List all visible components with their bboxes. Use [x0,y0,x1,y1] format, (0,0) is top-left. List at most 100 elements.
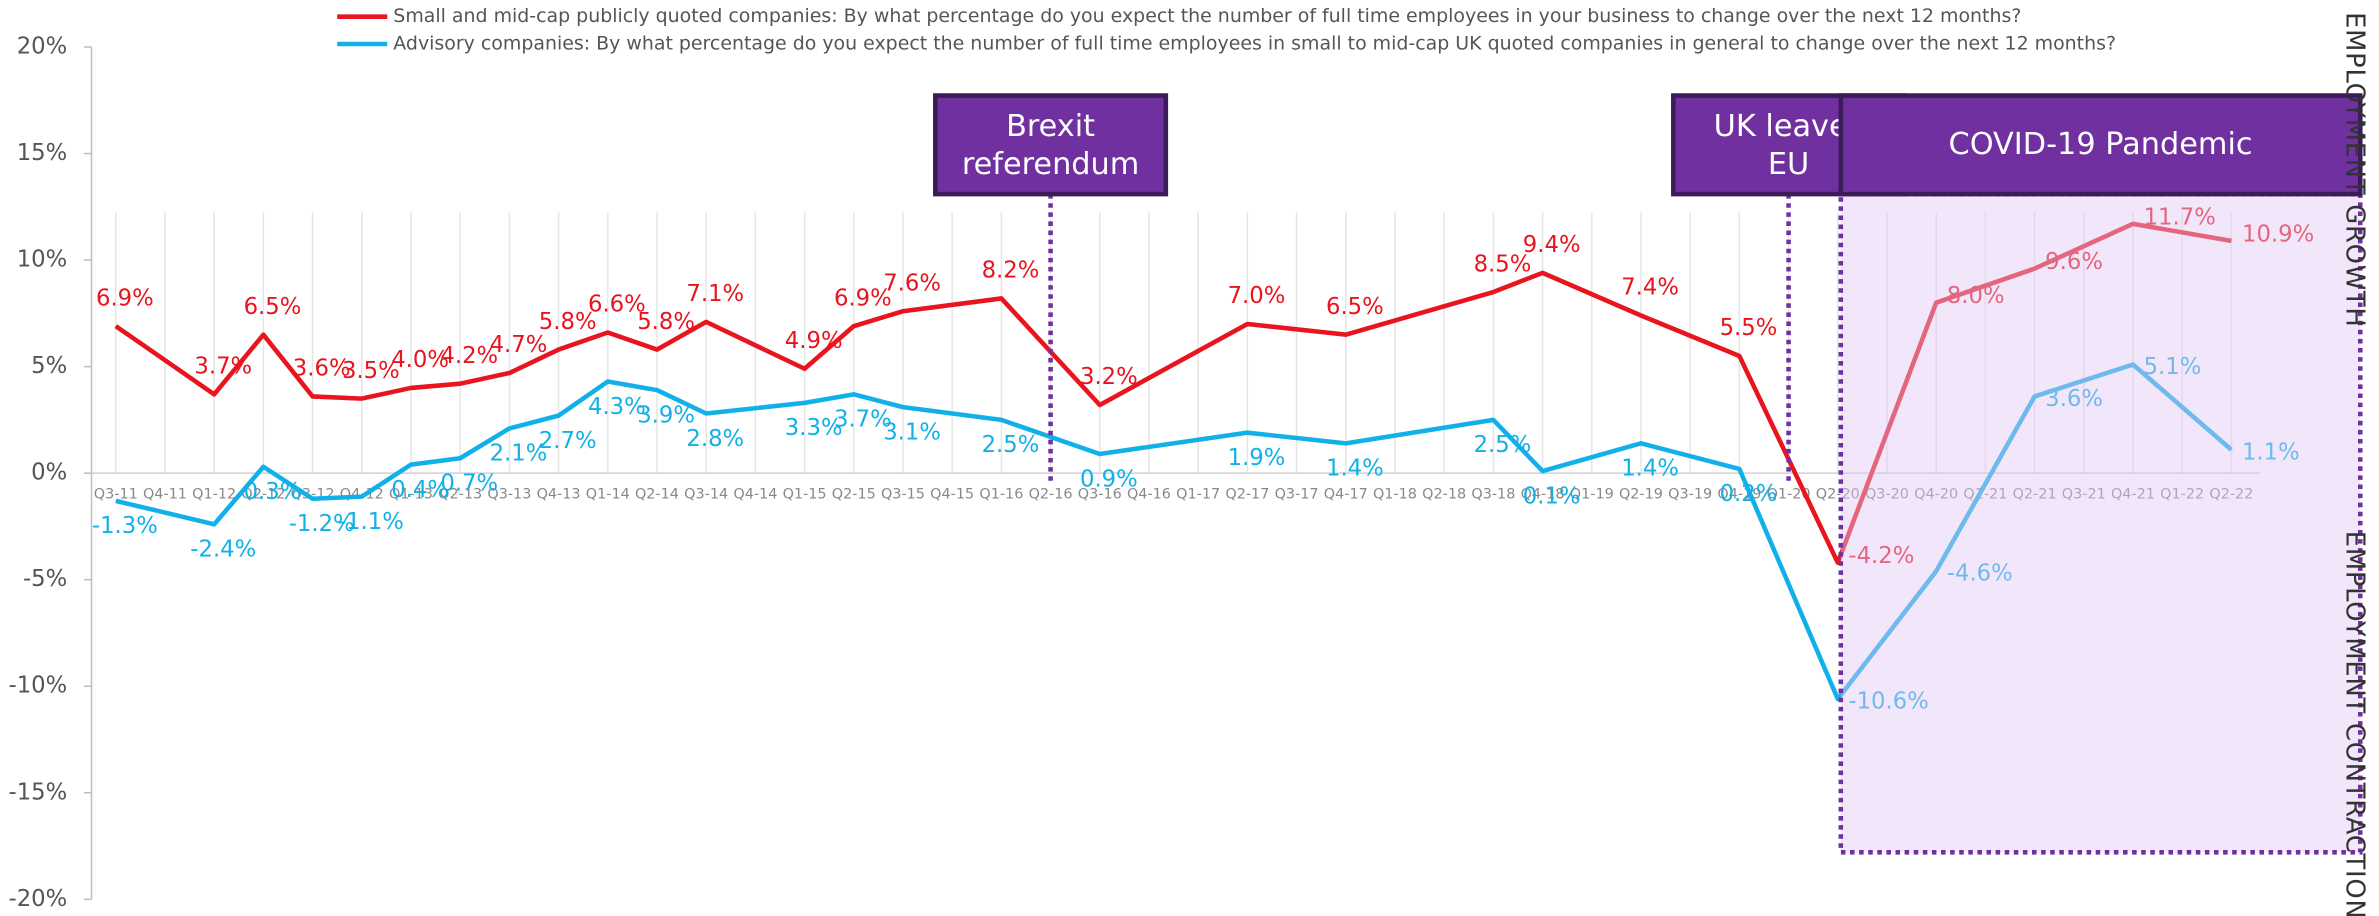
data-label: 3.7% [194,354,252,380]
x-tick-label: Q1-20 [1767,486,1811,502]
data-label: 10.9% [2242,221,2314,247]
data-label: 0.2% [1720,481,1778,507]
x-tick-label: Q3-20 [1865,486,1909,502]
x-tick-label: Q4-20 [1914,486,1958,502]
x-tick-label: Q1-21 [1963,486,2007,502]
x-tick-label: Q1-15 [783,486,827,502]
annotation-box [1838,93,2363,197]
x-tick-label: Q2-13 [438,486,482,502]
annotation-text: EU [1768,147,1809,182]
data-label: -4.6% [1947,561,2013,587]
data-label: -2.4% [190,537,256,563]
annotation-text: UK leaves [1714,109,1864,144]
x-tick-label: Q1-12 [192,486,236,502]
y-tick-label: -15% [9,779,68,805]
data-label: 8.0% [1947,283,2005,309]
y-tick-label: -5% [23,566,67,592]
data-label: -10.6% [1848,689,1928,715]
data-label: 5.8% [539,309,597,335]
x-tick-label: Q2-15 [832,486,876,502]
data-label: 3.2% [1080,364,1138,390]
data-label: 7.0% [1228,283,1286,309]
data-label: 4.2% [440,343,498,369]
data-label: 3.1% [883,419,941,445]
x-tick-label: Q2-17 [1225,486,1269,502]
series-line [115,362,2233,702]
data-label: 3.3% [785,415,843,441]
legend-label: Small and mid-cap publicly quoted compan… [393,5,2021,27]
x-tick-label: Q3-16 [1078,486,1122,502]
x-tick-label: Q3-17 [1275,486,1319,502]
y-tick-label: 0% [31,460,67,486]
data-label: 5.1% [2144,354,2202,380]
data-label: 7.1% [686,281,744,307]
side-label: EMPLOYMENT CONTRACTION [2340,531,2370,916]
data-label: -1.3% [92,513,158,539]
data-label: 2.8% [686,426,744,452]
data-label: 6.5% [1326,294,1384,320]
x-tick-label: Q2-16 [1029,486,1073,502]
x-tick-label: Q1-17 [1176,486,1220,502]
data-label: 6.5% [244,294,302,320]
data-label: 2.1% [490,441,548,467]
y-tick-label: 15% [17,140,68,166]
data-label: 0.4% [391,477,449,503]
x-tick-label: Q3-18 [1471,486,1515,502]
data-label: 4.3% [588,394,646,420]
data-label: 2.5% [1474,432,1532,458]
x-tick-label: Q3-21 [2062,486,2106,502]
legend-label: Advisory companies: By what percentage d… [393,32,2116,54]
x-tick-label: Q2-18 [1422,486,1466,502]
x-tick-label: Q3-14 [684,486,728,502]
x-tick-label: Q3-19 [1668,486,1712,502]
data-label: 4.7% [490,332,548,358]
x-tick-label: Q1-18 [1373,486,1417,502]
y-tick-label: 5% [31,353,67,379]
data-label: 0.3% [244,479,302,505]
data-label: 6.9% [834,285,892,311]
x-tick-label: Q4-13 [537,486,581,502]
data-label: 4.9% [785,328,843,354]
data-label: 3.6% [2045,386,2103,412]
x-tick-label: Q3-11 [94,486,138,502]
x-tick-label: Q2-12 [241,486,285,502]
y-tick-label: 10% [17,247,68,273]
y-tick-label: -20% [9,886,68,912]
x-tick-label: Q3-15 [881,486,925,502]
data-label: 1.4% [1326,456,1384,482]
data-label: -1.1% [338,509,404,535]
data-label: 7.4% [1621,275,1679,301]
x-tick-label: Q1-14 [586,486,630,502]
data-label: 8.5% [1474,251,1532,277]
x-tick-label: Q4-16 [1127,486,1171,502]
data-label: 0.9% [1080,466,1138,492]
annotation-text: COVID-19 Pandemic [1949,127,2253,162]
x-tick-label: Q1-22 [2160,486,2204,502]
data-label: 9.4% [1523,232,1581,258]
x-tick-label: Q1-19 [1570,486,1614,502]
data-label: 4.0% [391,347,449,373]
covid-region [1838,191,2363,855]
x-tick-label: Q2-19 [1619,486,1663,502]
data-label: 3.7% [834,407,892,433]
x-tick-label: Q1-16 [979,486,1023,502]
x-tick-label: Q2-14 [635,486,679,502]
x-tick-label: Q2-21 [2013,486,2057,502]
y-tick-label: -10% [9,673,68,699]
x-tick-label: Q4-15 [930,486,974,502]
annotation-text: Brexit [1006,109,1095,144]
x-tick-label: Q4-18 [1521,486,1565,502]
data-label: 6.6% [588,292,646,318]
data-label: 3.9% [637,402,695,428]
x-tick-label: Q2-20 [1816,486,1860,502]
x-tick-label: Q1-13 [389,486,433,502]
data-label: 8.2% [982,258,1040,284]
data-label: 1.1% [2242,439,2300,465]
data-label: 3.6% [293,356,351,382]
side-label: EMPLOYMENT GROWTH [2340,12,2370,327]
x-tick-label: Q4-14 [733,486,777,502]
data-label: 1.9% [1228,445,1286,471]
data-label: 2.7% [539,428,597,454]
annotation-box [933,93,1169,197]
